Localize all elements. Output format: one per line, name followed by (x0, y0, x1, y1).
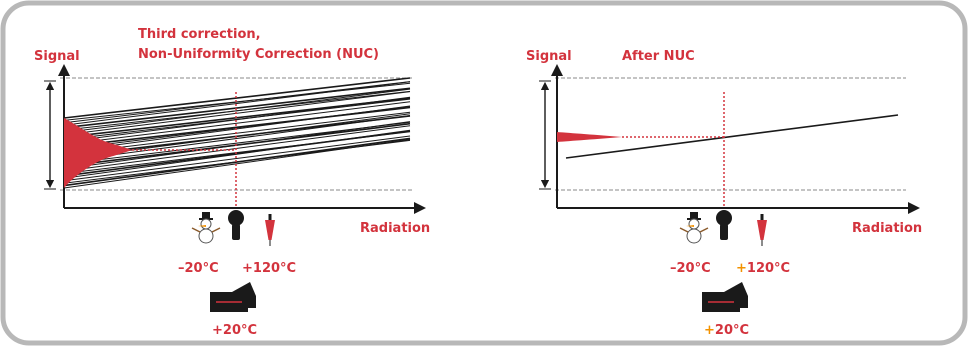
pixel-response-line (63, 105, 411, 153)
left-title-line1: Third correction, (138, 27, 261, 42)
thermometer-icon (265, 214, 275, 246)
pixel-response-line (63, 101, 411, 146)
right-corrected-response-line (565, 114, 899, 159)
pixel-response-line (63, 137, 411, 187)
right-panel: Signal After NUC Radiation (526, 49, 922, 338)
pixel-response-line (63, 135, 411, 182)
pixel-response-line (63, 77, 411, 119)
left-panel: Signal Third correction, Non-Uniformity … (34, 27, 430, 338)
right-title: After NUC (622, 49, 695, 64)
right-temp-camera-value: 20°C (715, 323, 749, 338)
right-signal-distribution (557, 132, 622, 142)
right-temp-camera: +20°C (704, 323, 749, 338)
right-temp-cold: –20°C (670, 261, 711, 276)
pixel-response-line (63, 121, 411, 170)
left-temp-camera: +20°C (212, 323, 257, 338)
pixel-response-line (63, 139, 411, 189)
pixel-response-line (63, 125, 411, 172)
left-temp-hot: +120°C (242, 261, 296, 276)
left-temp-cold: –20°C (178, 261, 219, 276)
snowman-icon (679, 212, 709, 244)
right-temp-hot-value: 120°C (747, 261, 790, 276)
right-x-label: Radiation (852, 221, 922, 236)
pixel-response-line (63, 129, 411, 179)
right-temp-hot: +120°C (736, 261, 790, 276)
thermometer-icon (757, 214, 767, 246)
camera-icon (210, 282, 256, 312)
right-y-label: Signal (526, 49, 572, 64)
left-signal-distribution (64, 118, 132, 188)
black-body-icon (716, 210, 732, 240)
pixel-response-line (63, 88, 411, 133)
pixel-response-line (63, 87, 411, 129)
pixel-response-line (63, 81, 411, 126)
pixel-response-line (63, 115, 411, 162)
snowman-icon (191, 212, 221, 244)
right-temp-camera-sign: + (704, 323, 715, 338)
pixel-response-line (63, 91, 411, 136)
left-title-line2: Non-Uniformity Correction (NUC) (138, 47, 379, 62)
right-temp-hot-sign: + (736, 261, 747, 276)
left-y-label: Signal (34, 49, 80, 64)
pixel-response-line (63, 81, 411, 124)
black-body-icon (228, 210, 244, 240)
left-x-label: Radiation (360, 221, 430, 236)
pixel-response-line (63, 96, 411, 143)
camera-icon (702, 282, 748, 312)
